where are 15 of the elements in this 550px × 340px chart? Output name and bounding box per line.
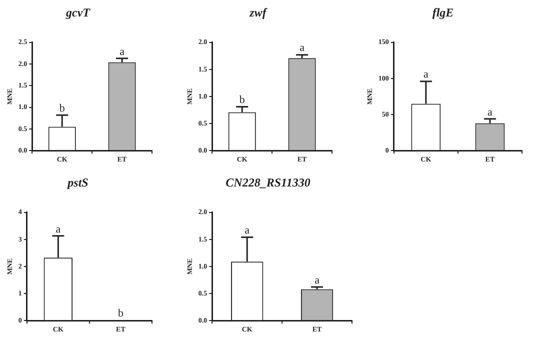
chart-title: CN228_RS11330	[226, 175, 310, 190]
annotation: a	[120, 46, 125, 58]
annotation: a	[314, 274, 320, 286]
annotation: a	[300, 42, 305, 54]
chart-title: gcvT	[65, 5, 91, 20]
annotation: a	[244, 224, 250, 237]
chart-title: pstS	[66, 175, 89, 190]
chart-title: flgE	[432, 5, 454, 20]
annotation: b	[59, 102, 66, 114]
annotation: a	[488, 106, 493, 118]
annotation: a	[423, 68, 428, 81]
chart-title: zwf	[248, 5, 268, 20]
annotation: a	[56, 223, 61, 236]
annotation: b	[239, 94, 246, 106]
annotation: b	[118, 307, 124, 320]
